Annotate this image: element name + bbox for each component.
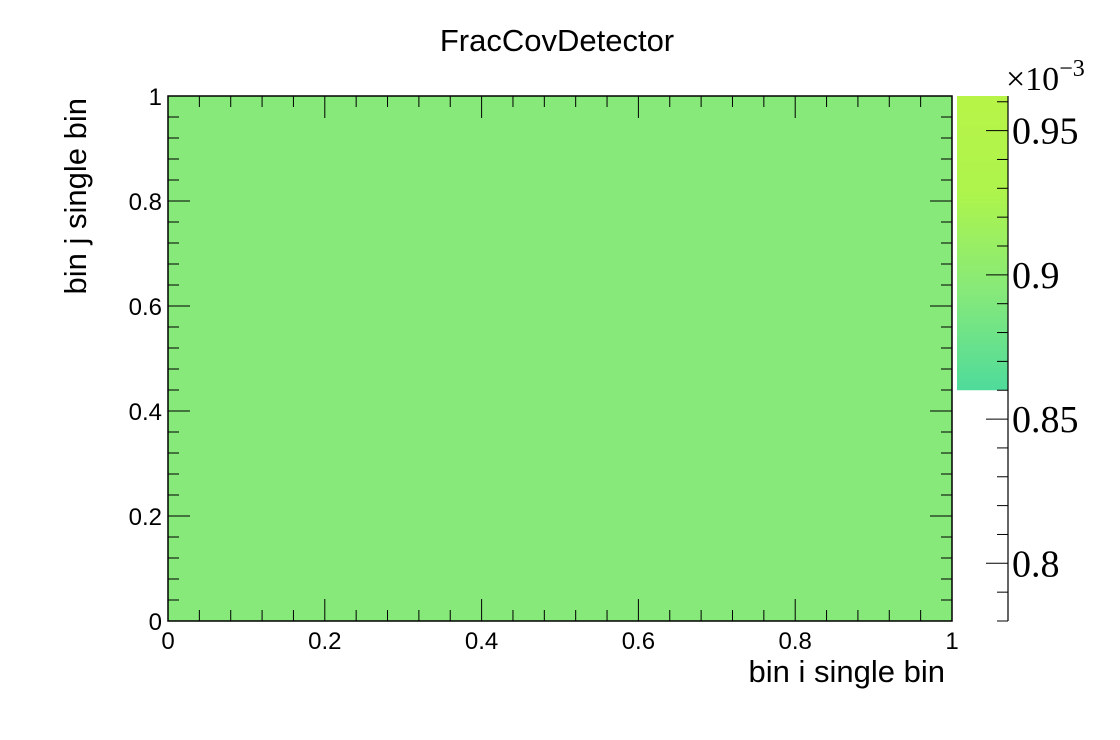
heatmap-cell-0 (168, 96, 952, 621)
colorbar-multiplier-base: ×10 (1006, 61, 1059, 98)
colorbar: 0.8 0.85 0.9 0.95 ×10−3 (957, 56, 1085, 622)
y-axis-ticks: 0 0.2 0.4 0.6 0.8 1 (129, 84, 952, 636)
x-tick-label: 1 (945, 628, 958, 655)
x-tick-label: 0.2 (308, 628, 341, 655)
colorbar-multiplier: ×10−3 (1006, 56, 1085, 98)
colorbar-ticks: 0.8 0.85 0.9 0.95 (986, 101, 1079, 622)
x-axis-ticks: 0 0.2 0.4 0.6 0.8 1 (161, 96, 959, 655)
y-tick-label: 1 (149, 84, 162, 111)
y-tick-label: 0.2 (129, 504, 162, 531)
x-tick-label: 0.4 (465, 628, 498, 655)
colorbar-tick-label: 0.85 (1012, 399, 1079, 441)
colorbar-tick-label: 0.9 (1012, 255, 1060, 297)
colorbar-tick-label: 0.8 (1012, 543, 1060, 585)
y-tick-label: 0 (149, 609, 162, 636)
heatmap-cells (168, 96, 952, 621)
y-tick-label: 0.6 (129, 294, 162, 321)
x-axis-label: bin i single bin (749, 654, 945, 689)
chart-title: FracCovDetector (440, 23, 674, 58)
y-tick-label: 0.8 (129, 189, 162, 216)
colorbar-tick-label: 0.95 (1012, 111, 1079, 153)
x-tick-label: 0 (161, 628, 174, 655)
plot-area: 0 0.2 0.4 0.6 0.8 1 0 0.2 0.4 0.6 0.8 1 (129, 84, 959, 655)
x-tick-label: 0.6 (622, 628, 655, 655)
x-tick-label: 0.8 (779, 628, 812, 655)
plot-frame (167, 95, 953, 622)
colorbar-multiplier-exponent: −3 (1059, 56, 1085, 82)
y-axis-label: bin j single bin (58, 98, 93, 294)
y-tick-label: 0.4 (129, 399, 162, 426)
colorbar-gradient (957, 96, 1008, 391)
